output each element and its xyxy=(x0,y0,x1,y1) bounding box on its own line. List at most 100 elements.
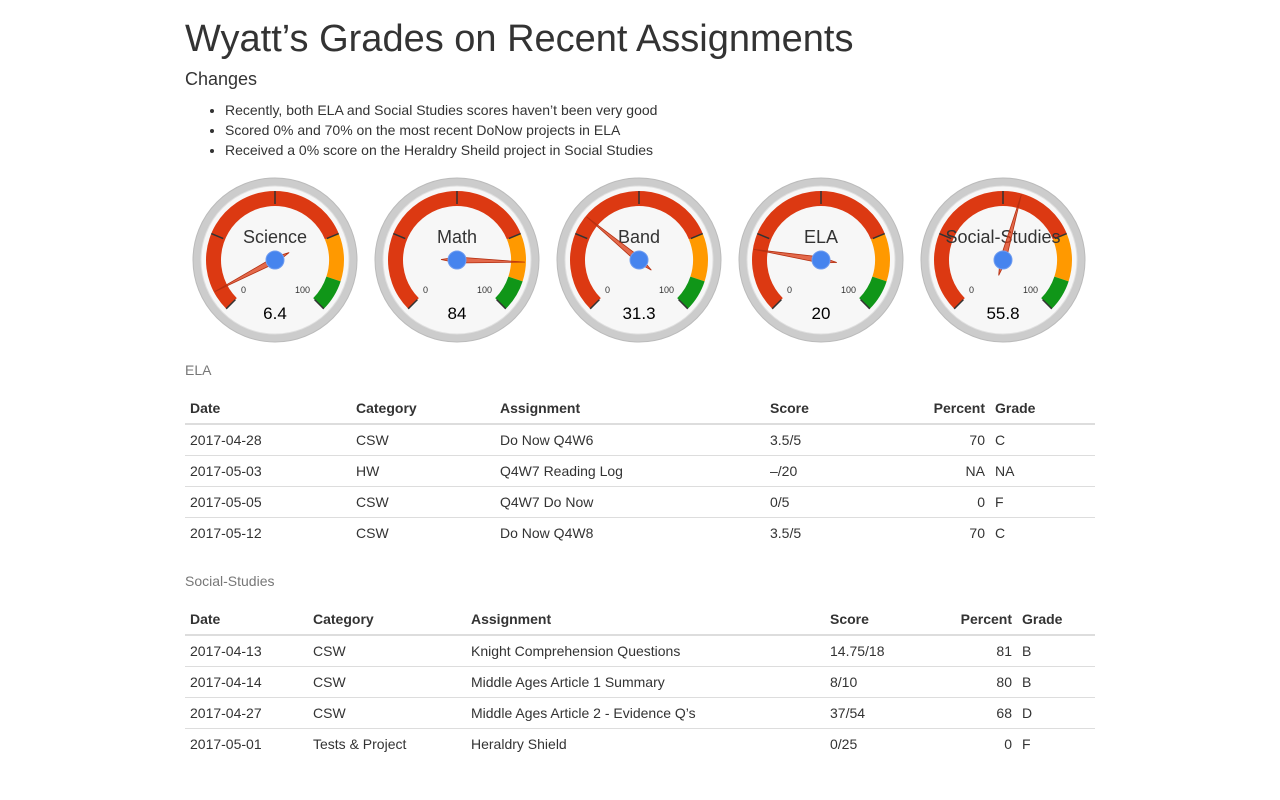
column-header-score: Score xyxy=(825,596,915,636)
gauge-value: 84 xyxy=(448,304,467,323)
table-cell-assignment: Do Now Q4W6 xyxy=(500,432,594,448)
table-row: 2017-05-01 Tests & Project Heraldry Shield… xyxy=(185,728,1095,759)
table-cell-score: –/20 xyxy=(765,455,885,487)
gauge-red-band xyxy=(206,191,339,309)
table-cell-category: CSW xyxy=(351,486,495,518)
table-cell-grade: B xyxy=(1022,643,1032,659)
gauge-tick xyxy=(574,232,588,240)
social-studies-table: Date Category Assignment Score Percent Grade … xyxy=(185,596,1095,759)
gauge-value: 31.3 xyxy=(622,304,655,323)
gauge-label: Social-Studies xyxy=(945,227,1060,247)
gauge-math: 0 100 Math 84 xyxy=(374,177,540,343)
column-header-score: Score xyxy=(765,385,885,425)
column-header-category: Category xyxy=(308,596,466,636)
table-row: 2017-04-14 CSW Middle Ages Article 1 Summa… xyxy=(185,666,1095,698)
gauge-ela: 0 100 ELA 20 xyxy=(738,177,904,343)
table-cell-percent: 81 xyxy=(996,643,1012,659)
gauge-green-band xyxy=(677,276,705,309)
table-cell-date: 2017-05-12 xyxy=(185,517,351,548)
column-header-category: Category xyxy=(351,385,495,425)
table-cell-percent: 0 xyxy=(885,486,990,518)
table-cell-assignment: Heraldry Shield xyxy=(466,728,825,759)
table-cell-score: 14.75/18 xyxy=(830,643,885,659)
table-row: 2017-05-03 HW Q4W7 Reading Log –/20 NA NA xyxy=(185,455,1095,487)
table-cell-category: HW xyxy=(351,455,495,487)
gauge-row: 0 100 Science 6.4 0 100 Math 84 0 100 Band 31.3 0… xyxy=(192,177,1092,343)
page-title: Wyatt’s Grades on Recent Assignments xyxy=(185,18,854,60)
gauge-green-band xyxy=(1041,276,1069,309)
gauge-tick xyxy=(314,299,325,310)
gauge-value: 20 xyxy=(812,304,831,323)
gauge-band: 0 100 Band 31.3 xyxy=(556,177,722,343)
gauge-hub xyxy=(629,250,649,270)
table-cell-category: CSW xyxy=(351,517,495,548)
column-header-percent: Percent xyxy=(885,385,990,425)
column-header-assignment: Assignment xyxy=(495,385,765,425)
table-cell-percent: 68 xyxy=(915,697,1017,729)
gauge-label: Band xyxy=(618,227,660,247)
gauge-tick xyxy=(690,232,704,240)
table-cell-grade: F xyxy=(990,486,1095,518)
table-cell-date: 2017-05-03 xyxy=(185,455,351,487)
table-cell-category: CSW xyxy=(308,666,466,698)
table-row: 2017-05-12 CSW Do Now Q4W8 3.5/5 70 C xyxy=(185,517,1095,548)
table-cell-score: 3.5/5 xyxy=(765,517,885,548)
ela-table: Date Category Assignment Score Percent Grade … xyxy=(185,385,1095,548)
gauge-tick xyxy=(326,232,340,240)
gauge-green-band xyxy=(313,276,341,309)
table-cell-assignment: Q4W7 Reading Log xyxy=(495,455,765,487)
table-cell-percent: 70 xyxy=(885,517,990,548)
gauge-value: 6.4 xyxy=(263,304,287,323)
table-cell-date: 2017-05-05 xyxy=(185,486,351,518)
gauge-max-label: 100 xyxy=(477,285,492,295)
gauge-red-band xyxy=(934,191,1067,309)
table-cell-score: 0/5 xyxy=(765,486,885,518)
gauge-social-studies: 0 100 Social-Studies 55.8 xyxy=(920,177,1086,343)
gauge-hub xyxy=(993,250,1013,270)
table-cell-score: 8/10 xyxy=(825,666,915,698)
gauge-tick xyxy=(872,232,886,240)
gauge-red-band xyxy=(388,191,521,309)
table-row: 2017-04-27 CSW Middle Ages Article 2 - Evi… xyxy=(185,697,1095,729)
table-cell-percent: 0 xyxy=(915,728,1017,759)
gauge-hub xyxy=(265,250,285,270)
table-cell-category: CSW xyxy=(308,697,466,729)
gauge-tick xyxy=(860,299,871,310)
table-row: 2017-04-13 CSW Knight Comprehension Questi… xyxy=(185,635,1095,667)
social-studies-section-label: Social-Studies xyxy=(185,573,275,589)
table-cell-category: Tests & Project xyxy=(308,728,466,759)
gauge-orange-band xyxy=(870,233,890,282)
table-cell-score: 0/25 xyxy=(825,728,915,759)
table-cell-grade: C xyxy=(990,517,1095,548)
gauge-tick xyxy=(225,299,236,310)
gauge-max-label: 100 xyxy=(841,285,856,295)
gauge-tick xyxy=(938,232,952,240)
gauge-min-label: 0 xyxy=(605,285,610,295)
gauge-max-label: 100 xyxy=(1023,285,1038,295)
gauge-tick xyxy=(210,232,224,240)
column-header-grade: Grade xyxy=(990,385,1095,425)
table-header-row: Date Category Assignment Score Percent Grade xyxy=(185,385,1095,425)
gauge-tick xyxy=(392,232,406,240)
gauge-min-label: 0 xyxy=(241,285,246,295)
table-cell-score: 3.5/5 xyxy=(770,432,802,448)
changes-item: Received a 0% score on the Heraldry Shei… xyxy=(225,140,1105,160)
table-cell-date: 2017-04-27 xyxy=(185,697,308,729)
gauge-tick xyxy=(1042,299,1053,310)
table-cell-assignment: Middle Ages Article 1 Summary xyxy=(466,666,825,698)
ela-section-label: ELA xyxy=(185,362,212,378)
gauge-min-label: 0 xyxy=(787,285,792,295)
column-header-grade: Grade xyxy=(1017,596,1095,636)
table-cell-assignment: Do Now Q4W8 xyxy=(495,517,765,548)
changes-item: Recently, both ELA and Social Studies sc… xyxy=(225,100,1105,120)
gauge-red-band xyxy=(570,191,703,309)
gauge-orange-band xyxy=(1052,233,1072,282)
table-cell-category: CSW xyxy=(356,432,389,448)
table-cell-assignment: Middle Ages Article 2 - Evidence Q’s xyxy=(466,697,825,729)
table-cell-percent: NA xyxy=(885,455,990,487)
gauge-max-label: 100 xyxy=(295,285,310,295)
gauge-orange-band xyxy=(324,233,344,282)
gauge-tick xyxy=(589,299,600,310)
table-cell-grade: F xyxy=(1017,728,1095,759)
column-header-date: Date xyxy=(185,385,351,425)
